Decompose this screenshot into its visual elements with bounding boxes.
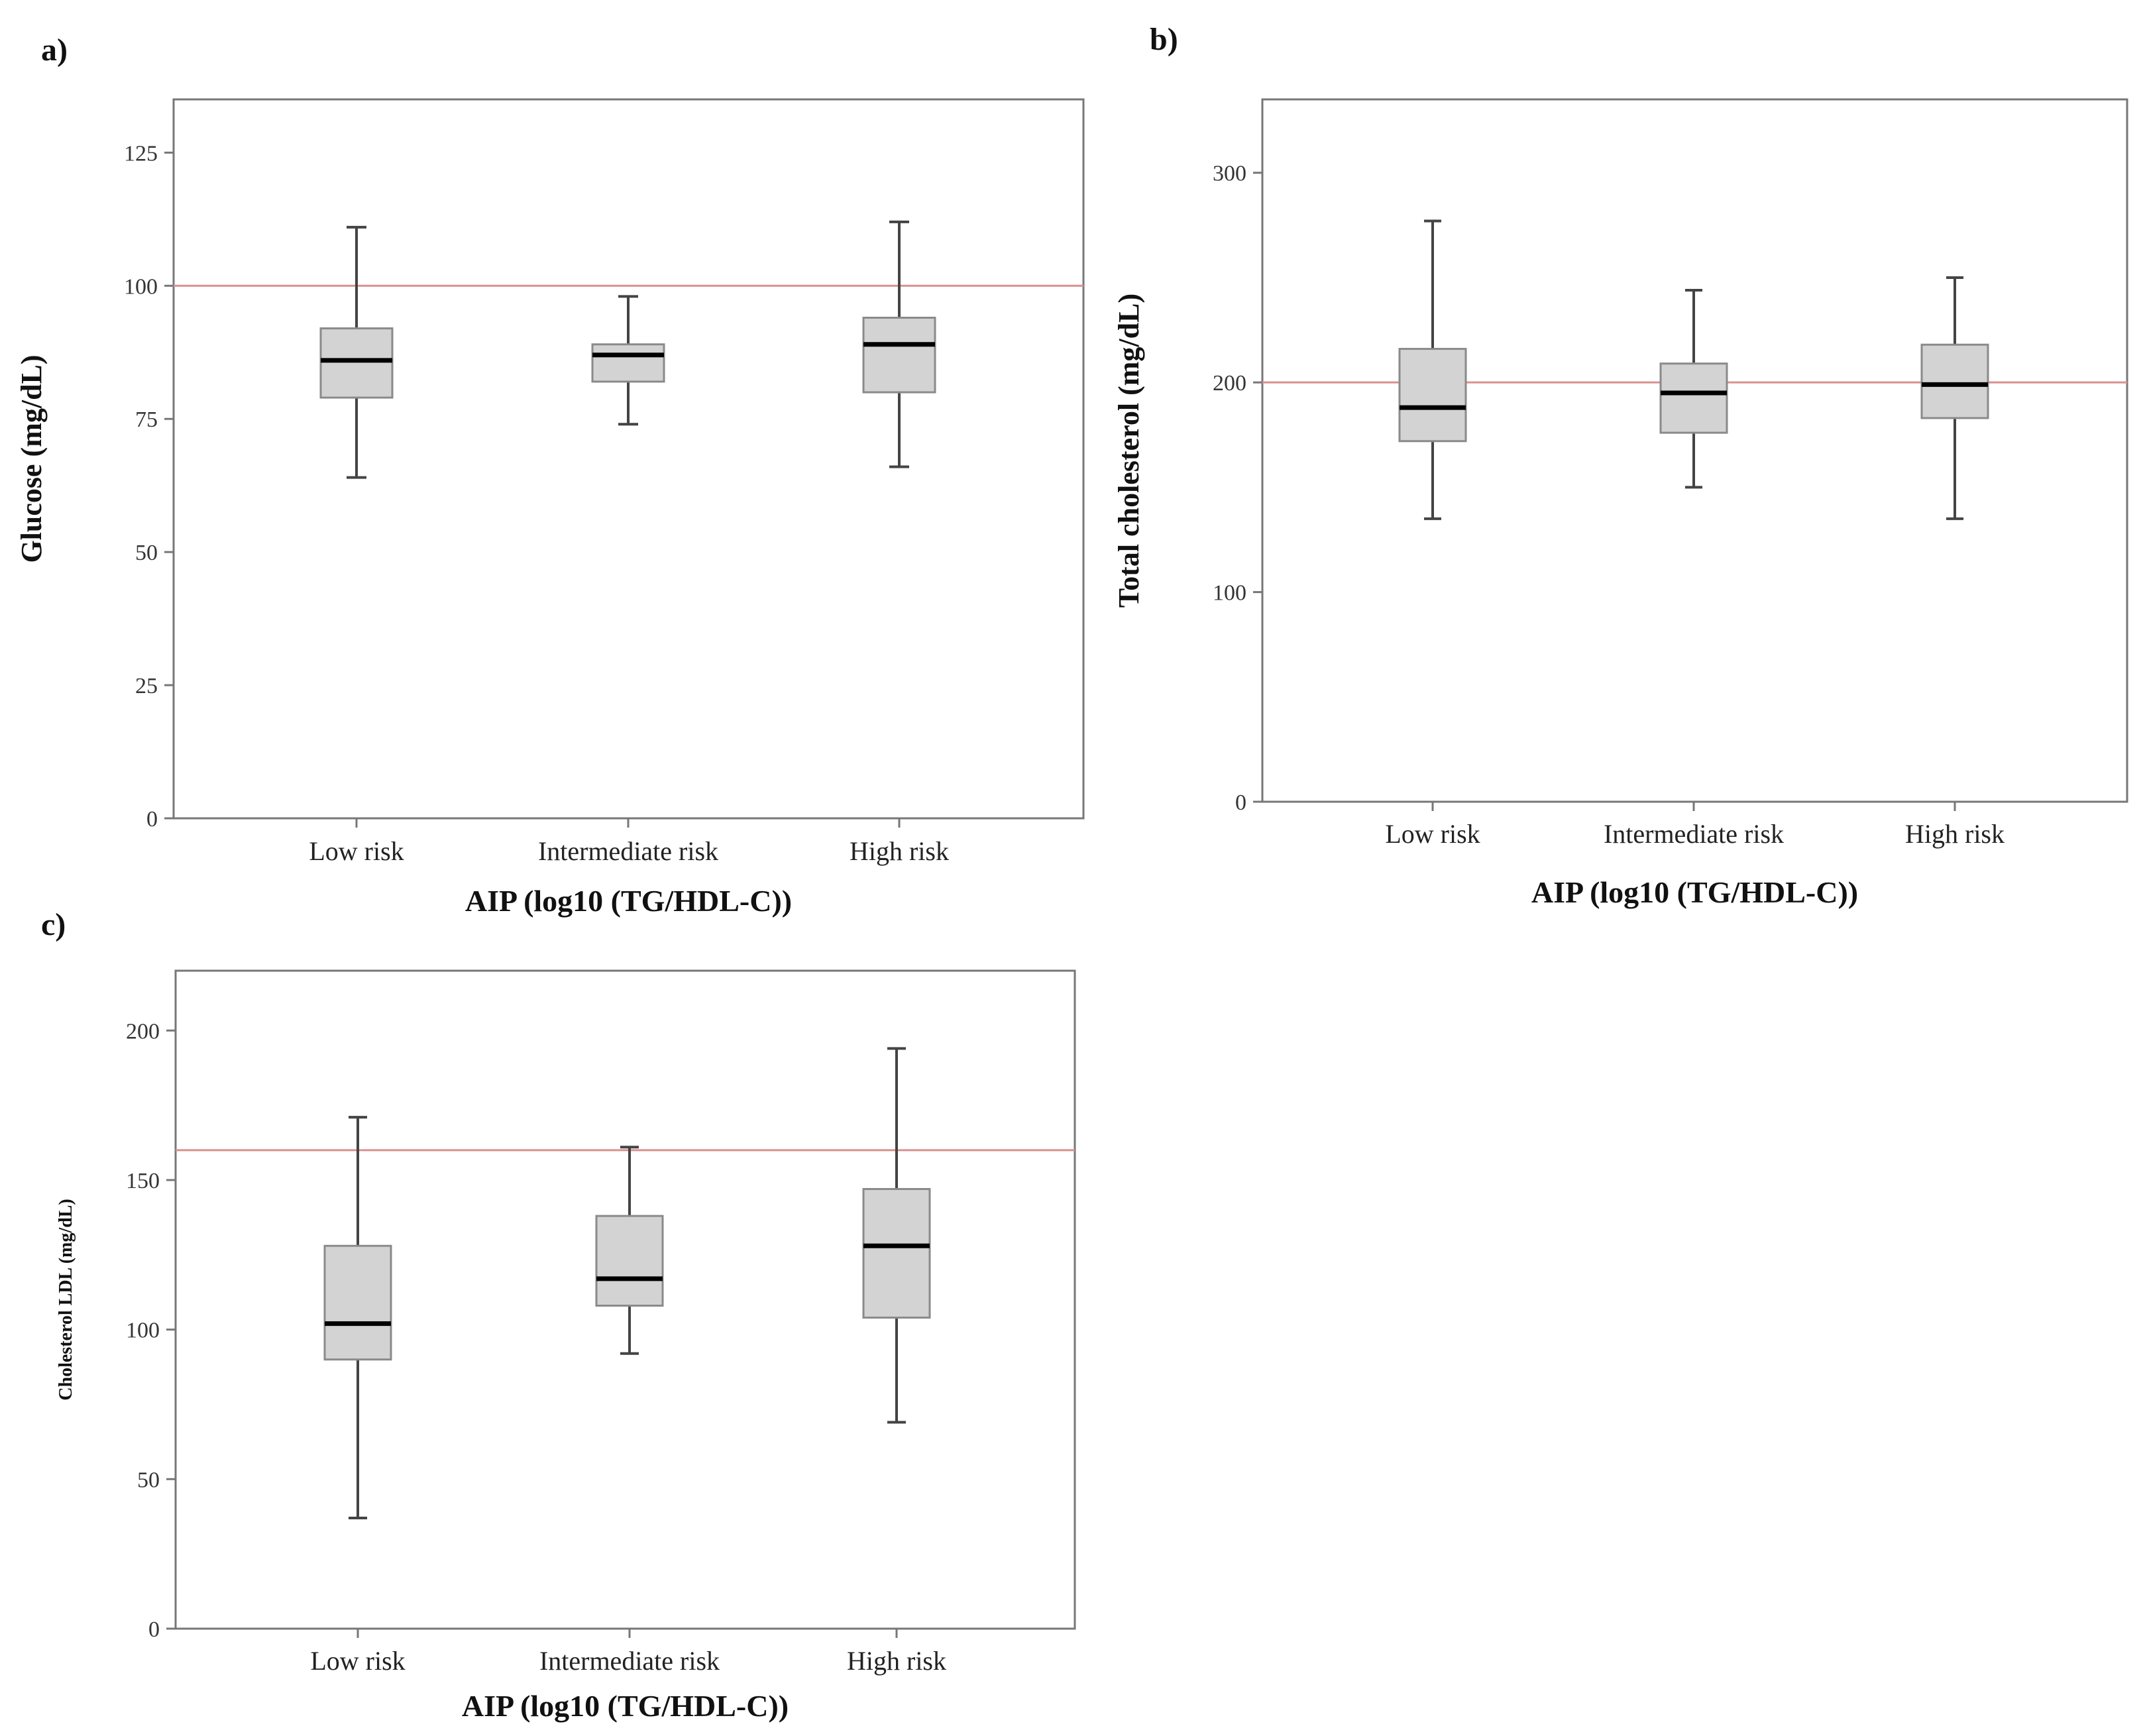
panel-a-iqr-box bbox=[319, 327, 394, 399]
panel-b-y-tick-label: 0 bbox=[1235, 790, 1246, 815]
panel-b-x-axis-label: AIP (log10 (TG/HDL-C)) bbox=[1531, 875, 1858, 909]
panel-b-y-tick-label: 300 bbox=[1213, 162, 1246, 186]
panel-b-y-tick-label: 200 bbox=[1213, 371, 1246, 396]
panel-b-category-label: Intermediate risk bbox=[1604, 819, 1784, 849]
panel-a-y-axis-label: Glucose (mg/dL) bbox=[15, 354, 48, 563]
panel-c-x-axis-label: AIP (log10 (TG/HDL-C)) bbox=[462, 1689, 789, 1723]
panel-a-category-label: Intermediate risk bbox=[538, 836, 718, 866]
panel-a-y-tick-label: 25 bbox=[135, 674, 158, 698]
panel-a-category-label: Low risk bbox=[309, 836, 404, 866]
panel-c-y-tick-label: 200 bbox=[126, 1019, 160, 1044]
panel-b-category-label: Low risk bbox=[1385, 819, 1480, 849]
panel-c-iqr-box bbox=[862, 1187, 931, 1319]
panel-c-y-axis-label: Cholesterol LDL (mg/dL) bbox=[56, 1199, 76, 1400]
panel-a-x-axis-label: AIP (log10 (TG/HDL-C)) bbox=[465, 884, 792, 918]
panel-c-iqr-box bbox=[595, 1215, 664, 1307]
panel-b-y-axis-label: Total cholesterol (mg/dL) bbox=[1113, 294, 1145, 608]
panel-b-iqr-box bbox=[1398, 348, 1467, 443]
panel-c-letter: c) bbox=[41, 907, 66, 942]
panel-c-iqr-box bbox=[323, 1244, 392, 1361]
panel-c-y-tick-label: 150 bbox=[126, 1169, 160, 1193]
panel-c-y-tick-label: 0 bbox=[148, 1617, 160, 1642]
panel-a-iqr-box bbox=[591, 343, 665, 383]
panel-a-y-tick-label: 50 bbox=[135, 541, 158, 565]
panel-a-category-label: High risk bbox=[850, 836, 949, 866]
panel-c-plot-frame bbox=[174, 969, 1076, 1630]
panel-c-category-label: Low risk bbox=[310, 1646, 405, 1676]
panel-c-category-label: Intermediate risk bbox=[539, 1646, 720, 1676]
panel-b-iqr-box bbox=[1920, 343, 1989, 419]
panel-a-y-tick-label: 125 bbox=[124, 141, 158, 166]
panel-c-category-label: High risk bbox=[847, 1646, 946, 1676]
panel-b-letter: b) bbox=[1150, 22, 1178, 57]
panel-c-y-tick-label: 100 bbox=[126, 1319, 160, 1343]
panel-b-category-label: High risk bbox=[1905, 819, 2005, 849]
panel-c-y-tick-label: 50 bbox=[137, 1468, 160, 1492]
panel-b-y-tick-label: 100 bbox=[1213, 581, 1246, 606]
panel-a-y-tick-label: 100 bbox=[124, 274, 158, 299]
panel-a-y-tick-label: 75 bbox=[135, 407, 158, 432]
panel-a-letter: a) bbox=[41, 32, 68, 68]
panel-a-y-tick-label: 0 bbox=[146, 807, 158, 832]
panel-a-iqr-box bbox=[862, 317, 936, 394]
panel-b-iqr-box bbox=[1659, 362, 1728, 434]
panel-a-plot-frame bbox=[172, 98, 1085, 820]
